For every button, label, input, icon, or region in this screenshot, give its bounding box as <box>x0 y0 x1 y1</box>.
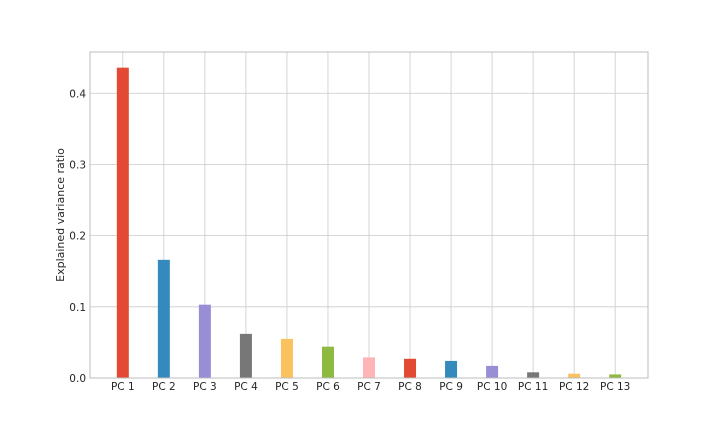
y-tick-label: 0.3 <box>69 159 86 171</box>
bar-pc-10 <box>486 365 499 378</box>
bar-pc-4 <box>239 333 252 378</box>
y-tick-labels: 0.0 0.1 0.2 0.3 0.4 <box>69 88 86 385</box>
y-axis-label: Explained variance ratio <box>54 148 67 282</box>
bar-pc-8 <box>404 358 417 378</box>
x-tick-label: PC 8 <box>398 381 422 393</box>
bar-pc-7 <box>363 357 375 378</box>
bar-pc-2 <box>157 259 170 378</box>
plot-frame <box>89 51 649 379</box>
x-tick-label: PC 6 <box>316 381 340 393</box>
x-tick-label: PC 10 <box>477 381 507 393</box>
grid-lines <box>90 52 648 379</box>
bar-pc-1 <box>116 67 129 378</box>
x-tick-label: PC 5 <box>275 381 299 393</box>
x-tick-label: PC 3 <box>193 381 217 393</box>
x-tick-label: PC 13 <box>600 381 630 393</box>
y-tick-label: 0.1 <box>69 302 86 314</box>
y-tick-label: 0.2 <box>69 231 86 243</box>
bar-pc-6 <box>321 346 334 378</box>
bar-pc-12 <box>568 373 581 378</box>
bar-pc-13 <box>609 374 622 378</box>
x-tick-label: PC 2 <box>152 381 176 393</box>
bar-pc-3 <box>198 304 211 378</box>
x-tick-label: PC 1 <box>111 381 135 393</box>
x-tick-labels: PC 1 PC 2 PC 3 PC 4 PC 5 PC 6 PC 7 PC 8 PC 9 PC 1… <box>111 381 630 393</box>
x-tick-label: PC 9 <box>439 381 463 393</box>
y-tick-label: 0.0 <box>69 373 86 385</box>
x-tick-label: PC 7 <box>357 381 381 393</box>
x-tick-label: PC 11 <box>518 381 548 393</box>
bar-pc-9 <box>445 360 458 378</box>
x-tick-label: PC 4 <box>234 381 258 393</box>
bar-pc-11 <box>527 372 540 378</box>
bar-pc-5 <box>280 338 293 378</box>
bars <box>116 67 622 378</box>
y-tick-label: 0.4 <box>69 88 86 100</box>
x-tick-label: PC 12 <box>559 381 589 393</box>
